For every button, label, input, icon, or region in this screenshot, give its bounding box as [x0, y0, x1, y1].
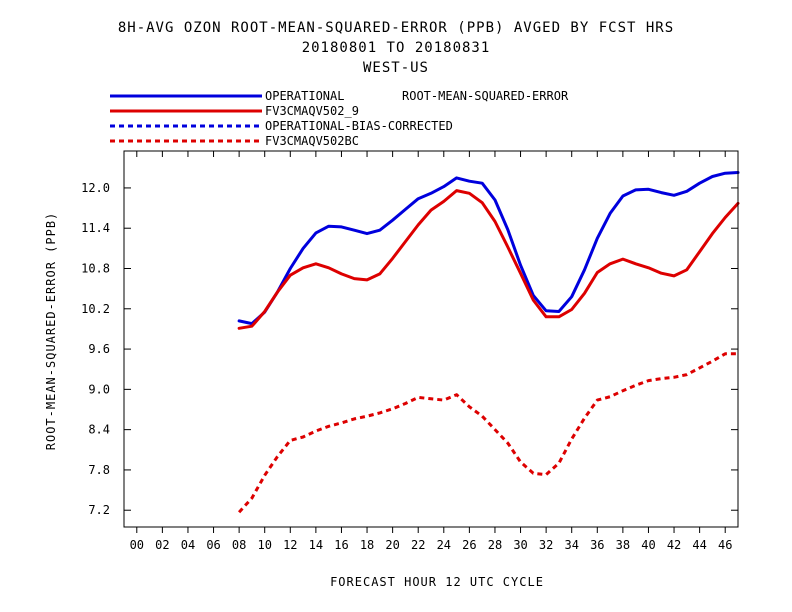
x-tick-label: 44 — [692, 538, 706, 552]
x-tick-label: 46 — [718, 538, 732, 552]
x-tick-label: 36 — [590, 538, 604, 552]
x-tick-label: 20 — [385, 538, 399, 552]
x-tick-label: 06 — [206, 538, 220, 552]
x-tick-label: 40 — [641, 538, 655, 552]
x-tick-label: 08 — [232, 538, 246, 552]
x-tick-label: 32 — [539, 538, 553, 552]
y-tick-label: 9.6 — [88, 342, 110, 356]
y-tick-label: 7.2 — [88, 503, 110, 517]
chart-region: WEST-US — [362, 60, 429, 76]
x-tick-label: 02 — [155, 538, 169, 552]
x-tick-label: 12 — [283, 538, 297, 552]
y-tick-label: 11.4 — [81, 221, 110, 235]
legend-label-3: FV3CMAQV502BC — [265, 134, 359, 148]
series-line-3 — [237, 352, 738, 514]
x-tick-label: 26 — [462, 538, 476, 552]
y-tick-label: 9.0 — [88, 382, 110, 396]
series-line-0 — [237, 171, 740, 326]
legend-note: ROOT-MEAN-SQUARED-ERROR — [402, 89, 569, 103]
legend-label-2: OPERATIONAL-BIAS-CORRECTED — [265, 119, 453, 133]
x-tick-label: 04 — [181, 538, 195, 552]
y-tick-label: 10.8 — [81, 262, 110, 276]
y-tick-label: 7.8 — [88, 463, 110, 477]
x-tick-label: 00 — [130, 538, 144, 552]
axes: 00 02 04 06 08 10 12 14 16 18 20 22 24 26 28 30 32 34 36 38… — [44, 150, 739, 589]
y-tick-label: 8.4 — [88, 423, 110, 437]
x-tick-label: 42 — [667, 538, 681, 552]
y-tick-label: 12.0 — [81, 181, 110, 195]
y-tick-label: 10.2 — [81, 302, 110, 316]
x-tick-label: 18 — [360, 538, 374, 552]
y-axis-label: ROOT-MEAN-SQUARED-ERROR (PPB) — [44, 212, 58, 451]
chart-date-range: 20180801 TO 20180831 — [301, 40, 491, 56]
x-tick-label: 28 — [488, 538, 502, 552]
plot-frame — [123, 150, 739, 528]
x-tick-label: 16 — [334, 538, 348, 552]
x-tick-label: 14 — [309, 538, 323, 552]
x-tick-label: 22 — [411, 538, 425, 552]
x-tick-label: 24 — [437, 538, 451, 552]
legend-label-1: FV3CMAQV502_9 — [265, 104, 359, 118]
series-line-1 — [237, 189, 740, 330]
x-axis-label: FORECAST HOUR 12 UTC CYCLE — [330, 575, 544, 589]
x-tick-label: 30 — [513, 538, 527, 552]
x-tick-label: 34 — [564, 538, 578, 552]
x-tick-label: 10 — [257, 538, 271, 552]
legend: OPERATIONALFV3CMAQV502_9OPERATIONAL-BIAS… — [110, 89, 569, 148]
x-tick-label: 38 — [616, 538, 630, 552]
chart-title: 8H-AVG OZON ROOT-MEAN-SQUARED-ERROR (PPB… — [117, 20, 675, 36]
plot-area — [237, 171, 740, 514]
legend-label-0: OPERATIONAL — [265, 89, 344, 103]
